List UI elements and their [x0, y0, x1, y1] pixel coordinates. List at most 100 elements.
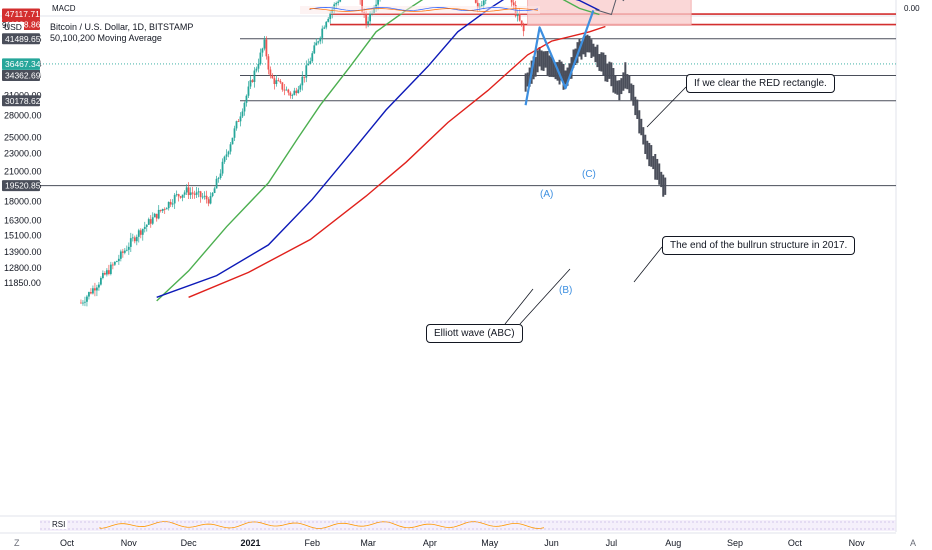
candle-body-27 — [133, 237, 136, 242]
candle-body-67 — [213, 188, 216, 193]
projection-bar-9 — [542, 51, 545, 71]
candle-body-63 — [205, 195, 208, 200]
candle-body-71 — [221, 161, 224, 174]
price-tick-12: 25000.00 — [4, 132, 42, 142]
candle-body-21 — [121, 251, 124, 253]
projection-bar-32 — [588, 35, 591, 53]
red-rectangle — [527, 0, 692, 25]
candle-body-202 — [482, 0, 485, 6]
price-tick-14: 21000.00 — [4, 166, 42, 176]
projection-bar-35 — [594, 46, 597, 63]
projection-bar-0 — [524, 73, 527, 92]
leader-elliott-1 — [519, 268, 571, 325]
candle-body-108 — [295, 90, 298, 94]
price-label-3: 36467.34 — [5, 59, 41, 69]
projection-bar-25 — [574, 48, 577, 65]
candle-body-41 — [161, 208, 164, 211]
candle-body-120 — [319, 37, 322, 42]
candle-body-113 — [305, 65, 308, 78]
projection-bar-51 — [626, 74, 629, 90]
macd-value: 0.00 — [902, 4, 922, 13]
price-tick-18: 15100.00 — [4, 231, 42, 241]
candle-body-66 — [211, 192, 214, 197]
elliott-wave-line — [524, 10, 595, 106]
candle-body-50 — [179, 196, 182, 198]
candle-body-130 — [339, 0, 342, 2]
candle-body-125 — [329, 13, 332, 19]
price-label-0: 47117.71 — [5, 9, 40, 19]
price-labels: 47117.7144638.8641489.6536467.3414:42:30… — [2, 8, 41, 192]
candle-body-73 — [225, 154, 228, 157]
candle-body-54 — [187, 187, 190, 196]
candle-body-55 — [189, 192, 192, 196]
currency-label[interactable]: USD — [2, 22, 24, 32]
ma-line-200 — [188, 25, 606, 298]
candle-body-109 — [297, 89, 300, 94]
auto-scale-icon[interactable]: A — [910, 538, 917, 548]
candle-body-20 — [119, 251, 122, 259]
macd-label[interactable]: MACD — [50, 4, 78, 13]
price-tick-20: 12800.00 — [4, 263, 42, 273]
candle-body-65 — [209, 196, 212, 204]
price-tick-17: 16300.00 — [4, 216, 42, 226]
candle-body-198 — [474, 0, 477, 3]
candle-body-34 — [147, 219, 150, 225]
candle-body-118 — [315, 42, 318, 46]
candle-body-129 — [337, 1, 340, 3]
projection-bar-5 — [534, 57, 537, 77]
elliott-wave — [524, 10, 595, 106]
note-red-rectangle[interactable]: If we clear the RED rectangle. — [686, 74, 835, 93]
time-tick-12: Oct — [788, 538, 803, 548]
candle-body-99 — [277, 80, 280, 82]
candle-body-1 — [82, 302, 84, 304]
candle-body-74 — [227, 151, 230, 155]
candle-body-5 — [90, 292, 92, 294]
candle-body-37 — [153, 213, 156, 218]
projection-bar-52 — [628, 75, 631, 94]
candle-body-123 — [325, 21, 328, 28]
price-tick-19: 13900.00 — [4, 247, 42, 257]
candle-body-199 — [476, 2, 479, 8]
projection-bar-40 — [604, 54, 607, 82]
candle-body-75 — [229, 144, 232, 152]
chart-title: Bitcoin / U.S. Dollar, 1D, BITSTAMP — [50, 22, 194, 32]
candle-body-222 — [522, 24, 525, 32]
candle-body-149 — [377, 0, 379, 5]
projection-bar-4 — [532, 56, 535, 80]
projection-bar-19 — [562, 63, 565, 90]
candle-body-47 — [173, 195, 176, 204]
note-bullrun[interactable]: The end of the bullrun structure in 2017… — [662, 236, 856, 255]
time-tick-0: Oct — [60, 538, 75, 548]
price-label-box-5 — [2, 95, 40, 107]
candle-body-96 — [271, 75, 274, 79]
price-label-box-3 — [2, 58, 40, 70]
candle-body-2 — [84, 301, 86, 303]
projection-bar-22 — [568, 63, 571, 79]
projection-bar-54 — [632, 84, 635, 106]
candle-body-44 — [167, 201, 170, 209]
candle-body-70 — [219, 173, 222, 178]
leader-elliott-2 — [504, 288, 534, 325]
price-tick-21: 11850.00 — [4, 278, 41, 288]
candle-body-57 — [193, 193, 196, 195]
wave-label-b: (B) — [559, 285, 573, 296]
leader-bullrun — [633, 246, 663, 283]
note-elliott[interactable]: Elliott wave (ABC) — [426, 324, 523, 343]
candle-body-81 — [241, 111, 244, 117]
candle-body-9 — [98, 284, 100, 288]
candle-body-39 — [157, 209, 160, 219]
candle-body-217 — [512, 2, 515, 6]
candle-body-64 — [207, 199, 210, 204]
candle-body-117 — [313, 45, 316, 54]
candles — [80, 0, 525, 307]
candle-body-4 — [88, 292, 90, 297]
rsi-label[interactable]: RSI — [50, 520, 68, 529]
projection-bar-47 — [618, 80, 621, 101]
zoom-icon[interactable]: Z — [14, 538, 20, 548]
candle-body-128 — [335, 2, 338, 5]
candle-body-62 — [203, 195, 206, 197]
projection-bar-24 — [572, 49, 575, 68]
projection-bar-45 — [614, 75, 617, 94]
candle-body-110 — [299, 85, 302, 90]
